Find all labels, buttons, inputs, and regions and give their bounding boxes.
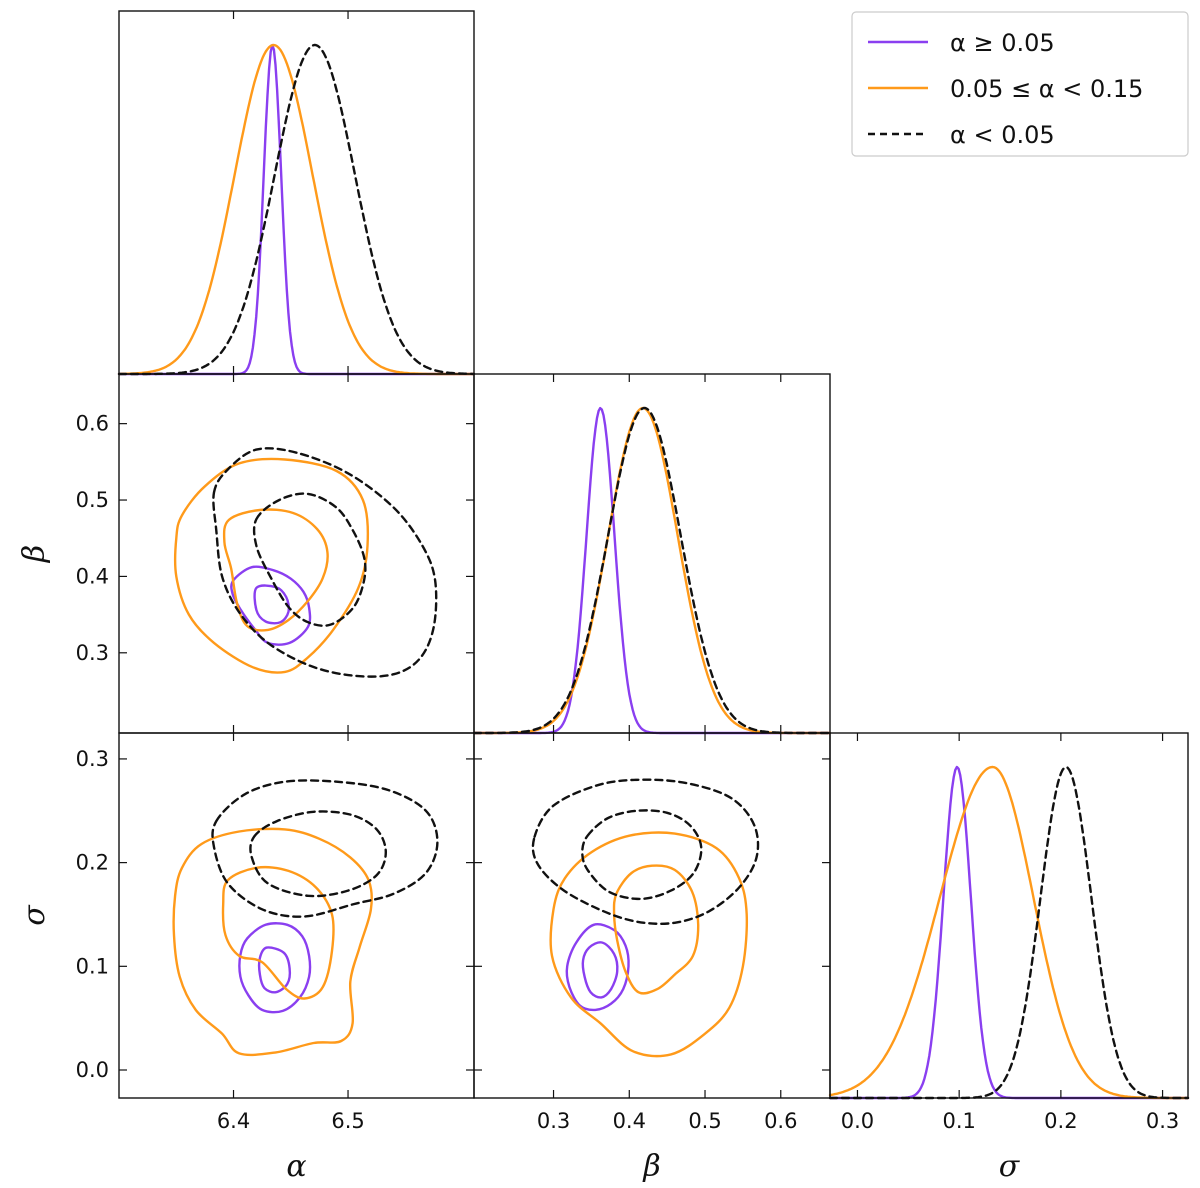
legend-label-high: α ≥ 0.05: [950, 29, 1055, 57]
y-tick-label-sigma: 0.0: [76, 1058, 109, 1082]
x-tick-label-alpha: 6.4: [217, 1109, 250, 1133]
y-axis-label-beta: β: [17, 545, 52, 563]
marginal-sigma-low: [828, 765, 1190, 1100]
y-tick-label-beta: 0.4: [76, 564, 109, 588]
contour-alpha-beta-high-68: [253, 584, 291, 625]
contour-beta-sigma-low-68: [581, 809, 703, 901]
x-tick-label-beta: 0.5: [688, 1109, 721, 1133]
x-tick-label-sigma: 0.2: [1044, 1109, 1077, 1133]
axis-labels: α β σ β σ: [17, 545, 1021, 1184]
contour-alpha-sigma-mid-68: [221, 865, 335, 1000]
legend-label-low: α < 0.05: [950, 121, 1055, 149]
panel-frame-beta-alpha: [118, 373, 475, 734]
y-tick-label-sigma: 0.2: [76, 851, 109, 875]
panel-frame-sigma-beta: [473, 732, 831, 1099]
marginal-beta-mid: [472, 406, 832, 735]
contour-alpha-sigma-high-68: [257, 946, 292, 994]
y-axis-label-sigma: σ: [17, 904, 52, 926]
x-tick-label-alpha: 6.5: [331, 1109, 364, 1133]
axis-ticks: 6.4 6.5 0.3 0.4 0.5 0.6 0.0 0.1 0.2 0.3 0.3 0.4 0.5 0…: [76, 11, 1179, 1133]
contour-beta-sigma-mid-95: [549, 831, 749, 1058]
y-tick-label-beta: 0.6: [76, 412, 109, 436]
legend-box: [851, 11, 1189, 157]
contour-alpha-beta-mid-95: [173, 457, 370, 674]
marginal-beta-low: [472, 406, 832, 735]
panel-frame-sigma-sigma: [829, 732, 1189, 1099]
contour-beta-sigma-mid-68: [612, 864, 700, 995]
panel-frame-alpha-alpha: [118, 10, 475, 375]
x-axis-label-beta: β: [642, 1149, 660, 1184]
y-tick-label-beta: 0.5: [76, 488, 109, 512]
marginal-beta-high: [472, 406, 832, 735]
marginal-sigma-mid: [828, 765, 1190, 1100]
legend-label-mid: 0.05 ≤ α < 0.15: [950, 75, 1143, 103]
contour-beta-sigma-high-95: [565, 923, 630, 1012]
y-tick-label-beta: 0.3: [76, 641, 109, 665]
contour-alpha-sigma-low-95: [211, 779, 439, 918]
x-axis-label-alpha: α: [286, 1149, 306, 1184]
contour-alpha-sigma-low-68: [249, 810, 387, 898]
contour-beta-sigma-low-95: [531, 778, 760, 926]
panel-frame-beta-beta: [473, 373, 831, 734]
contour-alpha-beta-low-95: [212, 447, 438, 678]
panel-frames: [118, 10, 1189, 1099]
contour-beta-sigma-high-68: [581, 941, 619, 999]
x-tick-label-beta: 0.3: [537, 1109, 570, 1133]
marginal-sigma-high: [828, 765, 1190, 1100]
y-tick-label-sigma: 0.1: [76, 954, 109, 978]
x-tick-label-sigma: 0.3: [1146, 1109, 1179, 1133]
y-tick-label-sigma: 0.3: [76, 747, 109, 771]
plot-marks: [117, 43, 1190, 1100]
x-tick-label-beta: 0.6: [764, 1109, 797, 1133]
marginal-alpha-mid: [117, 43, 476, 376]
x-tick-label-sigma: 0.1: [942, 1109, 975, 1133]
legend: α ≥ 0.05 0.05 ≤ α < 0.15 α < 0.05: [851, 11, 1189, 157]
marginal-alpha-low: [117, 43, 476, 376]
x-tick-label-beta: 0.4: [613, 1109, 646, 1133]
contour-alpha-sigma-mid-95: [172, 827, 373, 1057]
contour-alpha-beta-low-68: [252, 492, 367, 627]
contour-alpha-beta-mid-68: [222, 508, 329, 632]
x-axis-label-sigma: σ: [999, 1149, 1021, 1184]
x-tick-label-sigma: 0.0: [841, 1109, 874, 1133]
contour-alpha-beta-high-95: [230, 565, 312, 646]
